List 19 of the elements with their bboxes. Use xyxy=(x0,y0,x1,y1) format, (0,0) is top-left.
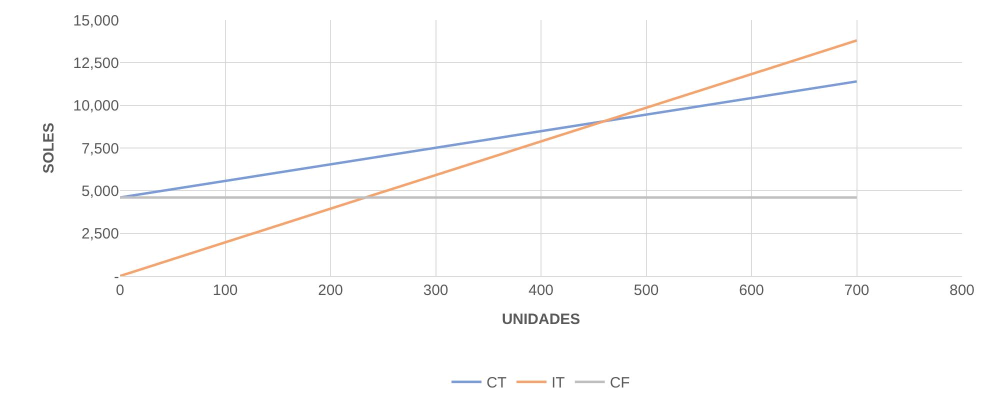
y-tick-label: 10,000 xyxy=(73,98,119,115)
x-tick-label: 300 xyxy=(423,282,448,299)
legend-label: IT xyxy=(552,374,565,392)
y-axis-title: SOLES xyxy=(40,122,58,174)
x-axis-title: UNIDADES xyxy=(502,311,580,328)
y-tick-label: 5,000 xyxy=(81,182,119,200)
y-tick-label: 2,500 xyxy=(81,226,119,243)
x-tick-label: 700 xyxy=(844,282,870,299)
x-tick-label: 600 xyxy=(738,282,764,299)
y-tick-label: 12,500 xyxy=(73,54,119,72)
legend-label: CT xyxy=(486,374,506,392)
x-tick-label: 100 xyxy=(212,282,238,299)
x-tick-label: 500 xyxy=(634,282,659,299)
x-tick-label: 200 xyxy=(318,282,344,299)
x-tick-label: 400 xyxy=(528,282,554,299)
legend-label: CF xyxy=(610,374,630,392)
y-tick-label: 15,000 xyxy=(73,12,119,30)
y-tick-label: 7,500 xyxy=(81,140,119,158)
x-tick-label: 800 xyxy=(949,282,975,299)
